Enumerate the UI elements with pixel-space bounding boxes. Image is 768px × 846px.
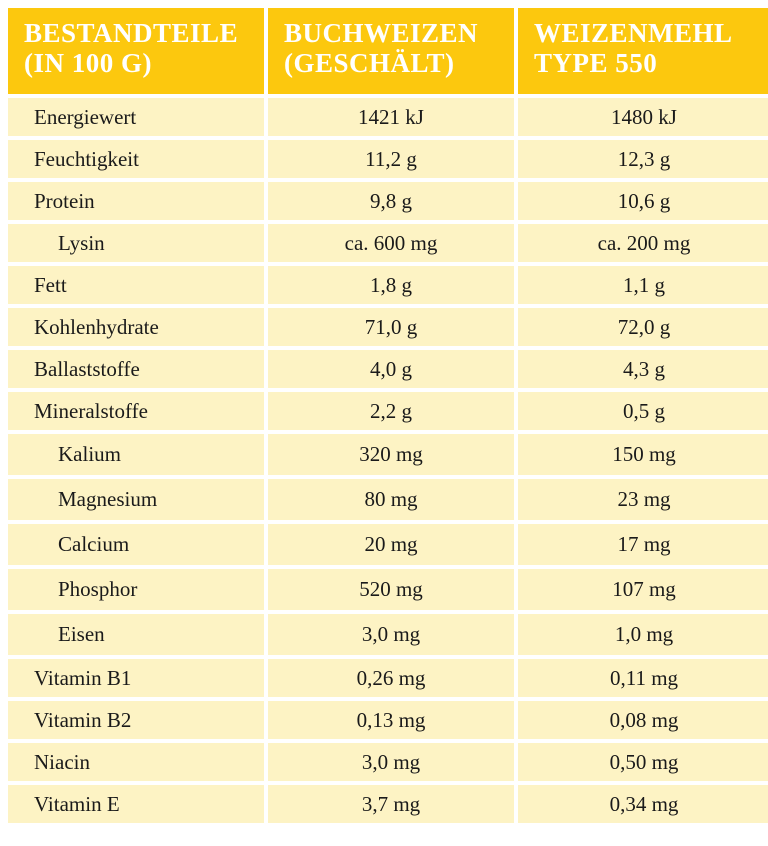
row-value-buchweizen: 80 mg <box>268 479 514 520</box>
row-value-buchweizen: 9,8 g <box>268 182 514 220</box>
row-value-weizenmehl: 0,34 mg <box>518 785 768 823</box>
table-row: Energiewert 1421 kJ 1480 kJ <box>8 98 768 136</box>
row-value-buchweizen: 4,0 g <box>268 350 514 388</box>
row-label: Eisen <box>8 614 264 655</box>
row-value-weizenmehl: 150 mg <box>518 434 768 475</box>
header-buchweizen: BUCHWEIZEN (GESCHÄLT) <box>268 8 514 94</box>
row-value-buchweizen: 320 mg <box>268 434 514 475</box>
row-label: Protein <box>8 182 264 220</box>
row-value-buchweizen: 0,13 mg <box>268 701 514 739</box>
row-value-weizenmehl: 23 mg <box>518 479 768 520</box>
row-value-weizenmehl: 1,0 mg <box>518 614 768 655</box>
table-body: Energiewert 1421 kJ 1480 kJ Feuchtigkeit 11,… <box>8 98 768 823</box>
table-row: Niacin 3,0 mg 0,50 mg <box>8 743 768 781</box>
row-value-buchweizen: 1,8 g <box>268 266 514 304</box>
row-label: Magnesium <box>8 479 264 520</box>
table-row: Fett 1,8 g 1,1 g <box>8 266 768 304</box>
row-value-buchweizen: 11,2 g <box>268 140 514 178</box>
row-value-weizenmehl: 72,0 g <box>518 308 768 346</box>
row-label: Kalium <box>8 434 264 475</box>
row-value-buchweizen: 3,0 mg <box>268 614 514 655</box>
row-label: Feuchtigkeit <box>8 140 264 178</box>
row-value-buchweizen: 71,0 g <box>268 308 514 346</box>
row-label: Kohlenhydrate <box>8 308 264 346</box>
row-label: Niacin <box>8 743 264 781</box>
table-row: Magnesium 80 mg 23 mg <box>8 479 768 520</box>
row-value-buchweizen: 3,7 mg <box>268 785 514 823</box>
table-row: Mineralstoffe 2,2 g 0,5 g <box>8 392 768 430</box>
header-bestandteile: BESTANDTEILE (IN 100 G) <box>8 8 264 94</box>
row-label: Calcium <box>8 524 264 565</box>
row-value-weizenmehl: 107 mg <box>518 569 768 610</box>
nutrition-comparison-table: BESTANDTEILE (IN 100 G) BUCHWEIZEN (GESC… <box>4 4 768 827</box>
row-value-weizenmehl: 17 mg <box>518 524 768 565</box>
row-value-weizenmehl: 0,08 mg <box>518 701 768 739</box>
row-value-buchweizen: 20 mg <box>268 524 514 565</box>
row-label: Vitamin B1 <box>8 659 264 697</box>
row-label: Vitamin B2 <box>8 701 264 739</box>
row-value-weizenmehl: 4,3 g <box>518 350 768 388</box>
row-label: Vitamin E <box>8 785 264 823</box>
row-label: Ballaststoffe <box>8 350 264 388</box>
row-value-buchweizen: 3,0 mg <box>268 743 514 781</box>
row-label: Energiewert <box>8 98 264 136</box>
header-row: BESTANDTEILE (IN 100 G) BUCHWEIZEN (GESC… <box>8 8 768 94</box>
table-row: Vitamin B2 0,13 mg 0,08 mg <box>8 701 768 739</box>
row-value-buchweizen: ca. 600 mg <box>268 224 514 262</box>
row-value-buchweizen: 2,2 g <box>268 392 514 430</box>
row-value-buchweizen: 1421 kJ <box>268 98 514 136</box>
row-value-weizenmehl: 12,3 g <box>518 140 768 178</box>
row-value-weizenmehl: 1,1 g <box>518 266 768 304</box>
row-label: Lysin <box>8 224 264 262</box>
header-weizenmehl: WEIZENMEHL TYPE 550 <box>518 8 768 94</box>
table-row: Kalium 320 mg 150 mg <box>8 434 768 475</box>
table-row: Calcium 20 mg 17 mg <box>8 524 768 565</box>
table-header: BESTANDTEILE (IN 100 G) BUCHWEIZEN (GESC… <box>8 8 768 94</box>
table-row: Feuchtigkeit 11,2 g 12,3 g <box>8 140 768 178</box>
table-row: Phosphor 520 mg 107 mg <box>8 569 768 610</box>
row-label: Phosphor <box>8 569 264 610</box>
row-value-weizenmehl: 10,6 g <box>518 182 768 220</box>
row-value-weizenmehl: 0,11 mg <box>518 659 768 697</box>
row-value-buchweizen: 520 mg <box>268 569 514 610</box>
row-label: Mineralstoffe <box>8 392 264 430</box>
table-row: Protein 9,8 g 10,6 g <box>8 182 768 220</box>
table-row: Vitamin E 3,7 mg 0,34 mg <box>8 785 768 823</box>
row-label: Fett <box>8 266 264 304</box>
table-row: Kohlenhydrate 71,0 g 72,0 g <box>8 308 768 346</box>
row-value-weizenmehl: 0,50 mg <box>518 743 768 781</box>
table-row: Ballaststoffe 4,0 g 4,3 g <box>8 350 768 388</box>
table-row: Lysin ca. 600 mg ca. 200 mg <box>8 224 768 262</box>
row-value-weizenmehl: 0,5 g <box>518 392 768 430</box>
table-row: Eisen 3,0 mg 1,0 mg <box>8 614 768 655</box>
row-value-weizenmehl: ca. 200 mg <box>518 224 768 262</box>
row-value-weizenmehl: 1480 kJ <box>518 98 768 136</box>
row-value-buchweizen: 0,26 mg <box>268 659 514 697</box>
table-row: Vitamin B1 0,26 mg 0,11 mg <box>8 659 768 697</box>
